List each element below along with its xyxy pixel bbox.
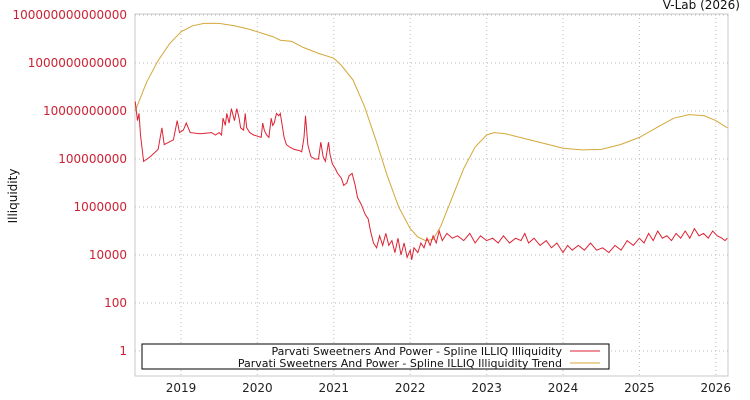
x-tick-label: 2025: [624, 381, 655, 395]
y-tick-label: 10000000000: [43, 104, 127, 118]
y-tick-label: 100000000: [58, 152, 127, 166]
y-tick-label: 10000: [89, 248, 127, 262]
y-tick-label: 100: [104, 296, 127, 310]
trend-series-line: [134, 22, 728, 242]
x-tick-label: 2021: [319, 381, 350, 395]
credit-label: V-Lab (2026): [663, 0, 740, 12]
legend-item-trend: Parvati Sweetners And Power - Spline ILL…: [238, 357, 562, 370]
y-tick-label: 1000000000000: [28, 56, 127, 70]
y-tick-label: 100000000000000: [12, 8, 127, 22]
plot-area-border: [134, 13, 729, 377]
y-axis-ticks: 100000000000000 1000000000000 10000000000 1…: [12, 8, 127, 358]
x-axis-ticks: 2019 2020 2021 2022 2023 2024 2025 2026: [166, 381, 731, 395]
y-axis-label: Illiquidity: [6, 169, 20, 224]
y-tick-label: 1: [119, 344, 127, 358]
x-tick-label: 2024: [548, 381, 579, 395]
legend-item-illiquidity: Parvati Sweetners And Power - Spline ILL…: [271, 345, 562, 358]
x-tick-label: 2022: [395, 381, 426, 395]
x-tick-label: 2023: [471, 381, 502, 395]
legend-box: [141, 343, 610, 370]
illiquidity-series-line: [134, 101, 728, 260]
x-tick-label: 2026: [701, 381, 732, 395]
x-tick-label: 2020: [242, 381, 273, 395]
x-tick-label: 2019: [166, 381, 197, 395]
legend: Parvati Sweetners And Power - Spline ILL…: [141, 343, 610, 370]
y-tick-label: 1000000: [74, 200, 127, 214]
grid-lines: [135, 14, 728, 376]
